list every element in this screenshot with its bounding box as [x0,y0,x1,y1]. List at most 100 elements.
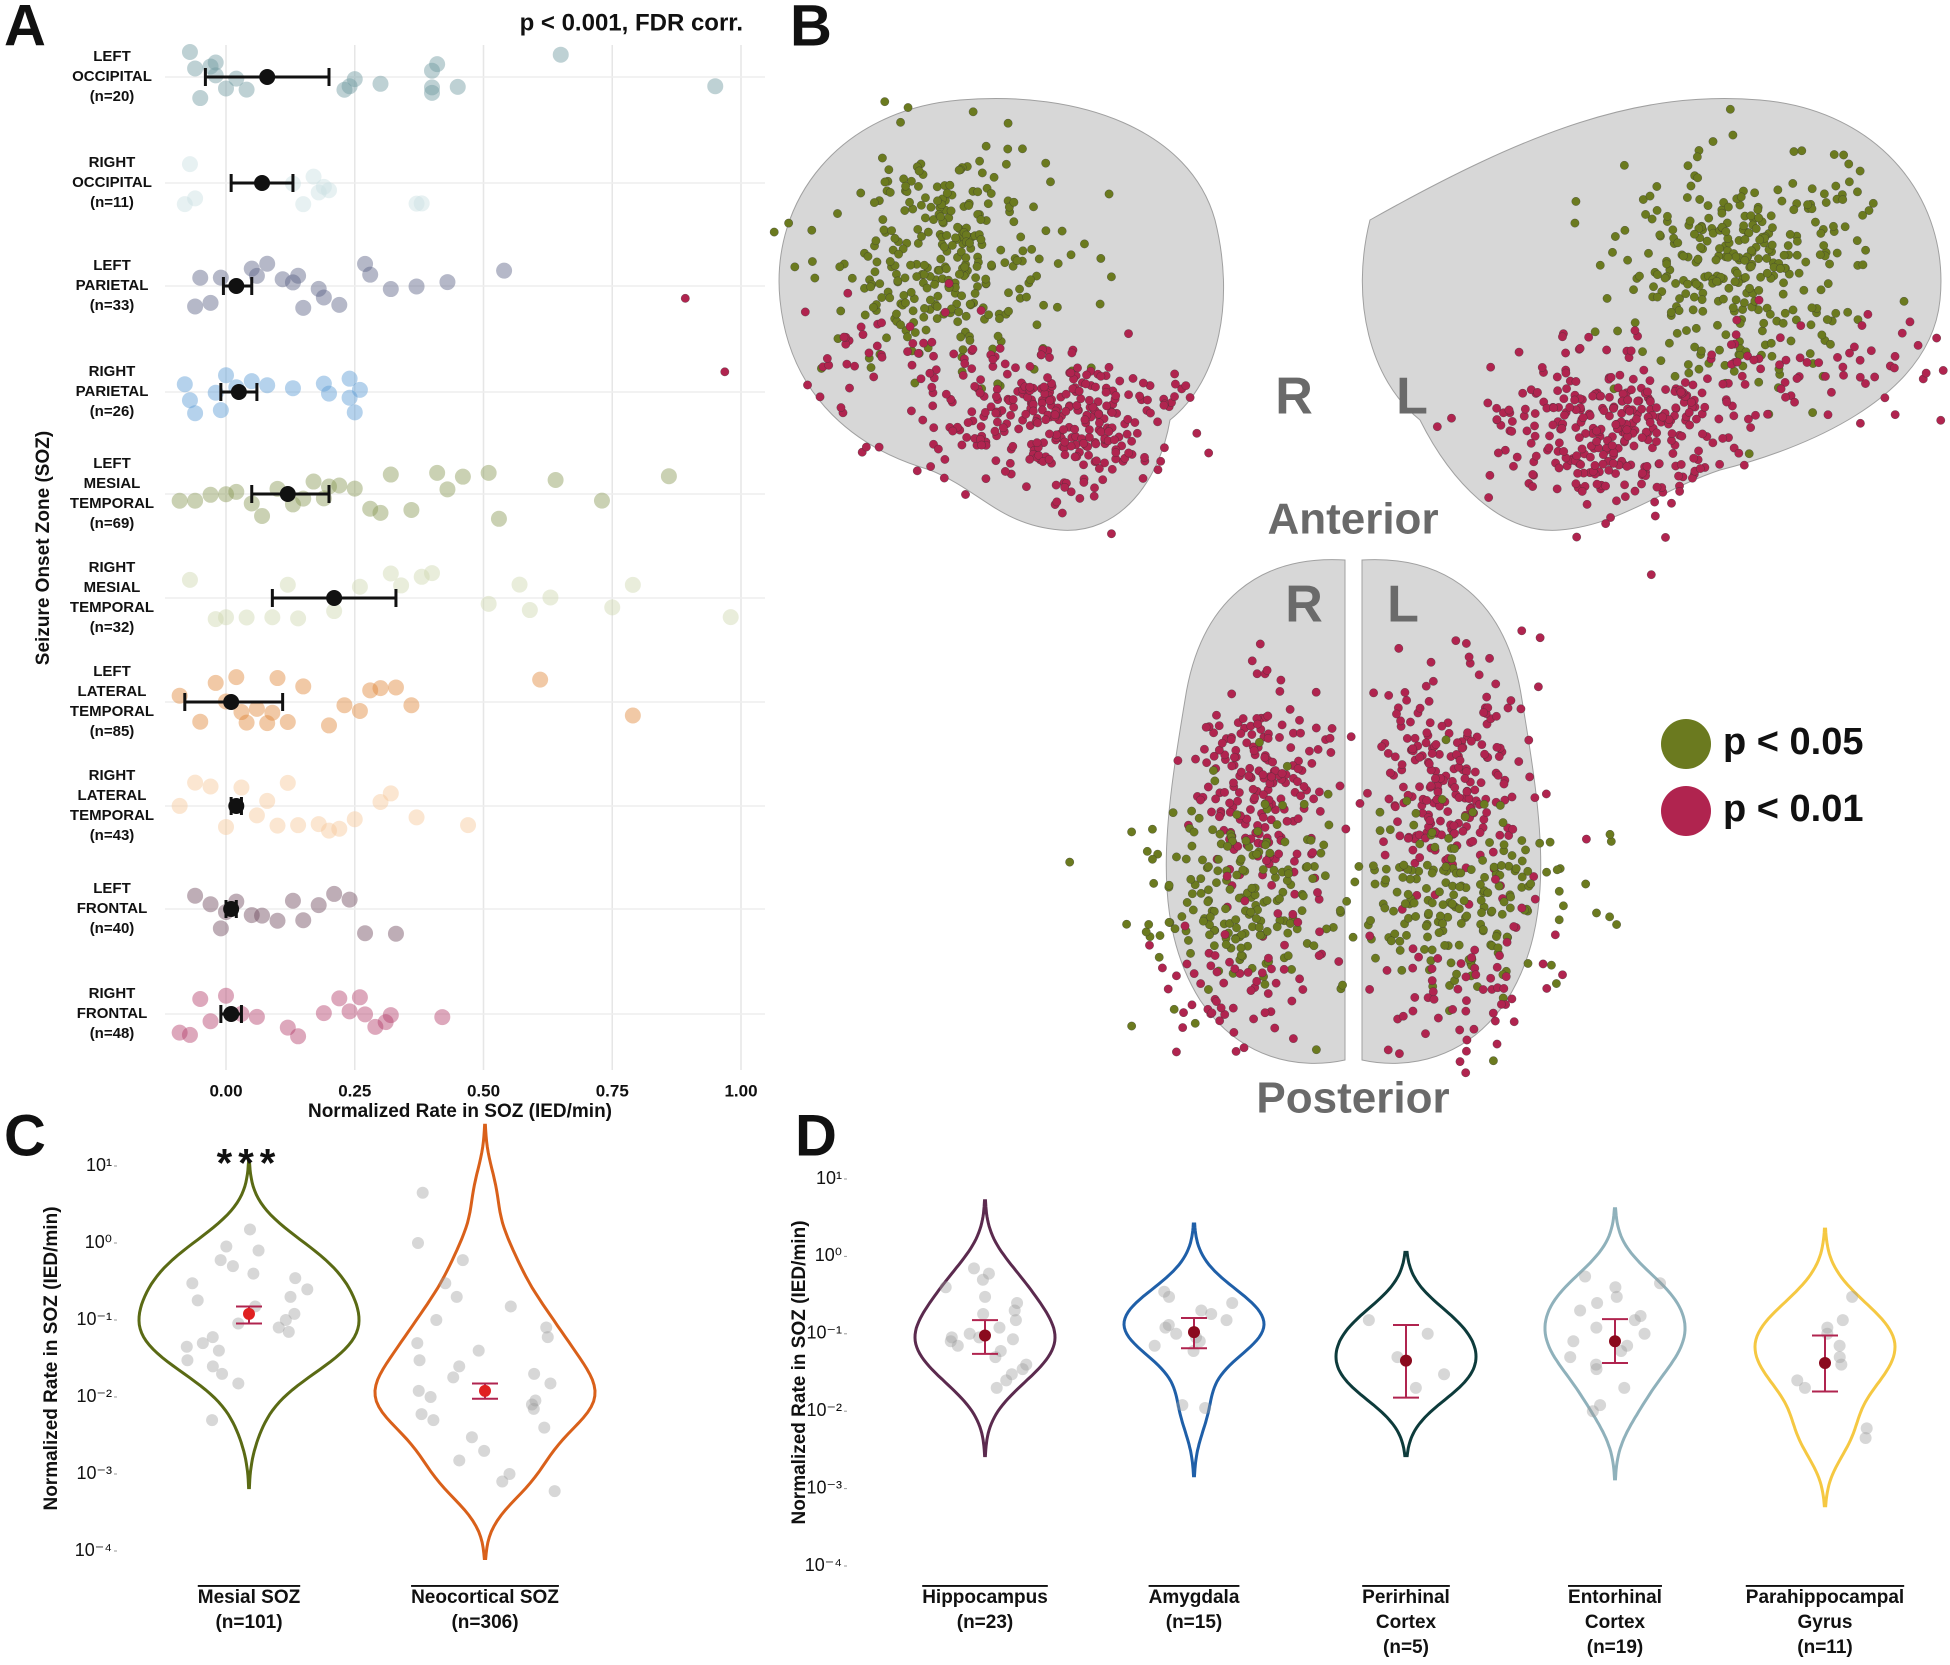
electrode-dot [1611,232,1620,241]
electrode-dot [1212,710,1221,720]
electrode-dot [1299,799,1309,809]
data-point [362,500,379,517]
electrode-dot [1588,391,1598,401]
electrode-dot [1250,793,1260,803]
electrode-dot [1592,426,1601,436]
electrode-dot [1075,494,1085,503]
electrode-dot [1530,431,1540,441]
electrode-dot [1715,244,1724,253]
electrode-dot [847,273,857,283]
electrode-dot [1856,418,1865,428]
electrode-dot [1440,941,1450,950]
category-label: RIGHT FRONTAL (n=48) [77,985,148,1042]
electrode-dot [1495,801,1505,810]
electrode-dot [957,440,967,450]
electrode-dot [1268,757,1277,767]
y-tick-label: 10⁰ [85,1232,112,1252]
data-point [1006,1333,1019,1346]
electrode-dot [842,359,852,369]
electrode-dot [1435,887,1444,897]
electrode-dot [1426,657,1436,667]
electrode-dot [1230,964,1240,974]
electrode-dot [1192,428,1202,438]
electrode-dot [1674,471,1683,481]
electrode-dot [995,314,1004,324]
electrode-dot [1717,208,1727,218]
electrode-dot [1061,389,1071,399]
electrode-dot [1744,414,1753,424]
data-point [976,1273,989,1286]
electrode-dot [995,344,1005,353]
data-point [1000,1374,1013,1387]
category-label-line: (n=306) [451,1612,518,1633]
electrode-dot [1498,818,1508,827]
electrode-dot [878,153,887,163]
electrode-dot [1821,372,1830,381]
electrode-dot [1622,425,1632,435]
data-point [187,492,204,509]
electrode-dot [1285,705,1295,714]
category-label-line: Parahippocampal [1746,1587,1904,1608]
electrode-dot [1571,423,1581,432]
electrode-dot [1212,878,1221,888]
electrode-dot [1525,772,1535,782]
electrode-dot [1807,303,1817,313]
electrode-dot [1067,348,1077,358]
electrode-dot [1399,782,1408,792]
electrode-dot [1090,483,1099,493]
electrode-dot [1101,387,1111,397]
electrode-dot [1403,834,1413,843]
electrode-dot [1004,288,1013,298]
electrode-dot [1487,906,1497,916]
electrode-dot [1451,636,1461,645]
electrode-dot [929,423,939,433]
data-point [1579,1270,1592,1283]
data-point [264,609,281,626]
electrode-dot [1518,388,1528,398]
electrode-dot [1505,903,1515,913]
electrode-dot [875,279,885,289]
electrode-dot [1689,292,1699,302]
electrode-dot [1408,944,1418,954]
electrode-dot [1115,376,1125,386]
electrode-dot [1215,829,1225,839]
electrode-dot [1646,570,1656,580]
electrode-dot [850,361,859,371]
electrode-dot [1267,880,1276,890]
electrode-dot [1488,847,1498,857]
electrode-dot [790,262,800,272]
data-point [1421,1327,1434,1340]
data-point [305,473,322,490]
electrode-dot [1409,898,1419,908]
electrode-dot [1016,232,1026,242]
electrode-dot [1232,923,1241,933]
data-point [272,1321,285,1334]
data-point [259,715,276,732]
data-point [214,1254,227,1267]
electrode-dot [1244,771,1253,781]
electrode-dot [1210,951,1220,960]
electrode-dot [808,257,817,266]
data-point [496,262,513,279]
data-point [382,785,399,802]
data-point [411,1237,424,1249]
electrode-dot [1697,346,1706,356]
data-point [540,1321,553,1334]
electrode-dot [1785,230,1795,239]
electrode-dot [1677,431,1687,441]
mean-point [1609,1335,1621,1348]
electrode-dot [1266,815,1276,825]
data-point [408,278,425,295]
electrode-dot [1494,752,1504,761]
electrode-dot [988,355,998,364]
electrode-dot [1740,256,1750,265]
data-point [429,56,446,73]
electrode-dot [1839,370,1848,380]
y-tick-label: 10⁻³ [806,1477,842,1497]
data-point [176,376,193,393]
electrode-dot [1650,511,1660,521]
electrodes [680,97,1948,1078]
electrode-dot [1454,793,1464,802]
electrode-dot [1273,909,1283,918]
electrode-dot [953,317,963,327]
